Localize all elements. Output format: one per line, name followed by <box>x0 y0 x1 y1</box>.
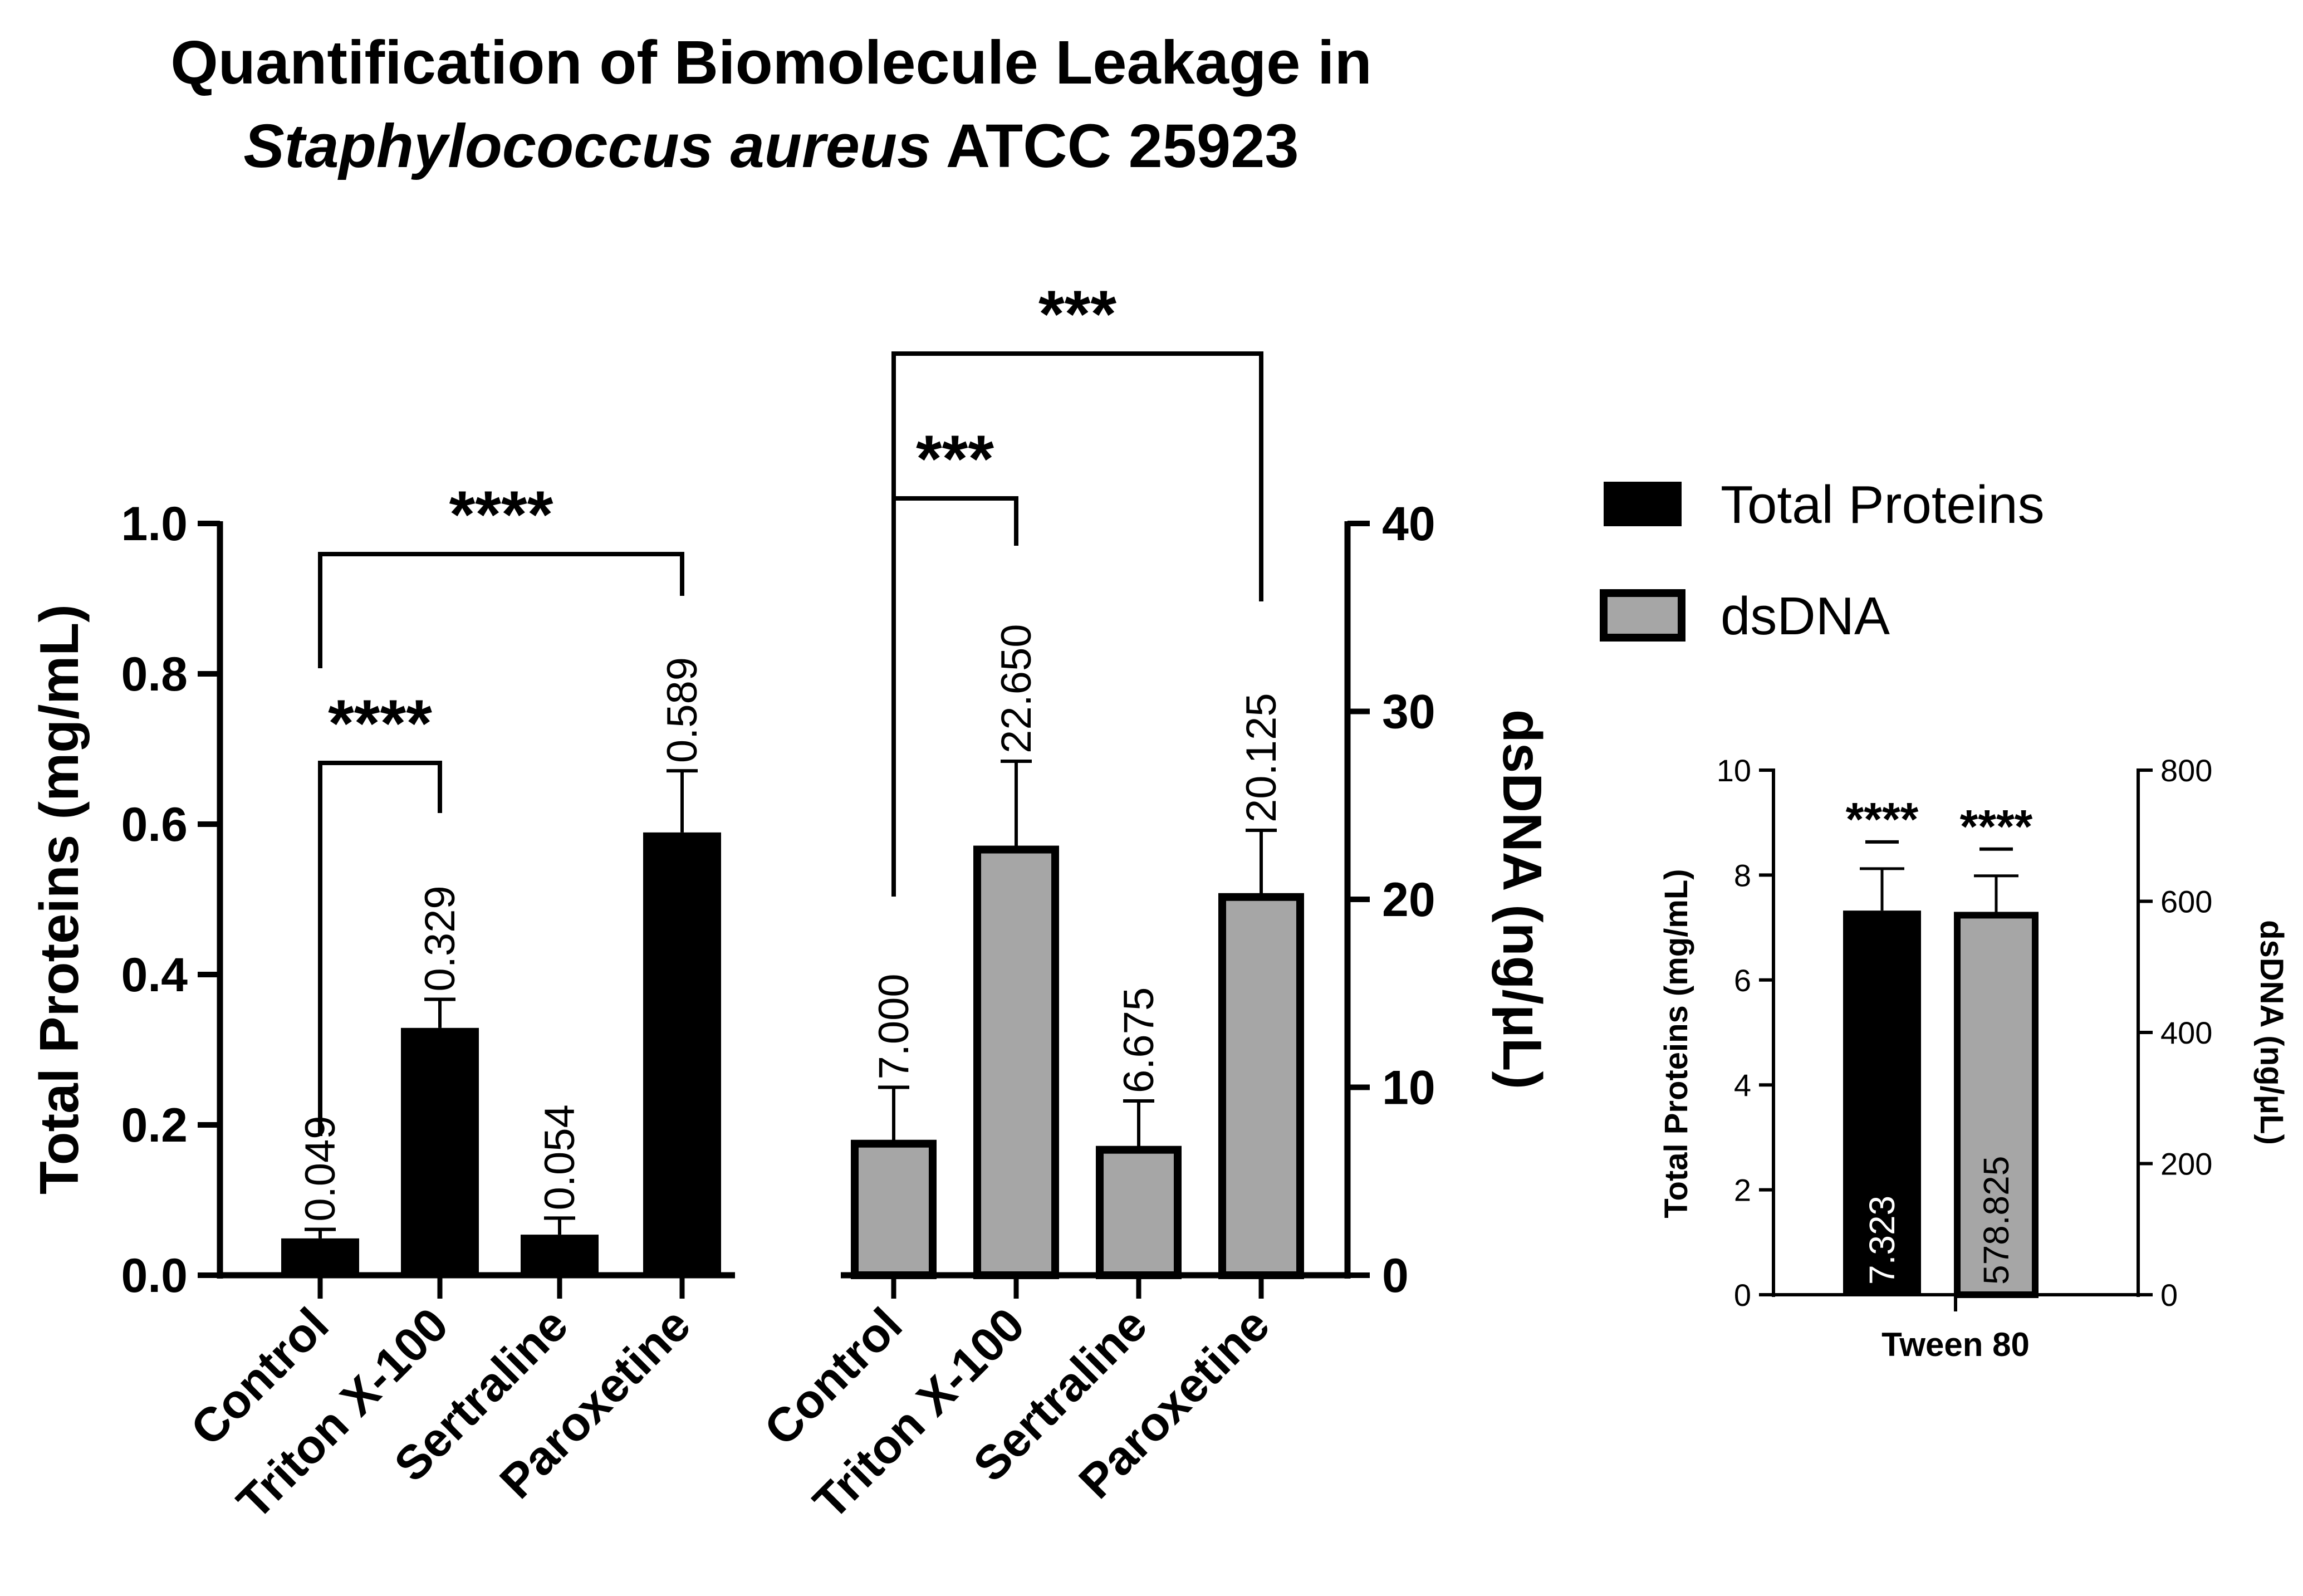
right-y-axis-label: dsDNA (ng/μL) <box>1492 709 1553 1089</box>
legend: Total Proteins dsDNA <box>1600 475 2045 646</box>
inset-plot-tween-80: 0 2 4 6 8 10 0 200 400 600 800 Total Proteins (mg/m… <box>1658 753 2290 1363</box>
inset-value-label: 578.825 <box>1976 1156 2016 1285</box>
left-y-tick-label: 0.2 <box>121 1099 188 1152</box>
value-label: 7.000 <box>870 973 918 1079</box>
category-label: Triton X-100 <box>803 1298 1035 1530</box>
value-label: 0.589 <box>659 657 706 763</box>
inset-significance-label: **** <box>1960 800 2033 853</box>
inset-left-y-tick-label: 4 <box>1734 1068 1751 1103</box>
chart-title-species: Staphylococcus aureus <box>243 112 931 180</box>
inset-left-y-axis-label: Total Proteins (mg/mL) <box>1658 869 1694 1218</box>
right-y-tick-label: 30 <box>1382 686 1435 739</box>
right-y-tick-label: 40 <box>1382 497 1435 551</box>
value-label: 6.675 <box>1115 987 1163 1093</box>
left-y-tick-label: 0.4 <box>121 948 188 1002</box>
category-label: Triton X-100 <box>227 1298 458 1530</box>
inset-left-y-tick-label: 10 <box>1717 753 1751 788</box>
inset-significance-label: **** <box>1846 793 1919 845</box>
significance-label: *** <box>916 422 994 496</box>
bar-dsdna <box>1096 1145 1182 1279</box>
chart-title-spacer <box>931 112 945 180</box>
inset-right-y-tick-label: 0 <box>2160 1277 2178 1313</box>
significance-label: **** <box>328 686 432 761</box>
left-y-axis-label: Total Proteins (mg/mL) <box>28 604 90 1194</box>
legend-swatch-dsdna <box>1600 589 1685 642</box>
bar-total-proteins <box>643 832 721 1275</box>
inset-left-y-tick-label: 8 <box>1734 858 1751 893</box>
chart-title-line2: Staphylococcus aureus ATCC 25923 <box>243 112 1298 180</box>
left-y-tick-label: 0.6 <box>121 798 188 851</box>
value-label: 22.650 <box>993 624 1040 753</box>
value-label: 0.054 <box>536 1104 584 1210</box>
bar-total-proteins <box>401 1027 479 1275</box>
inset-value-label: 7.323 <box>1862 1196 1902 1285</box>
significance-bracket <box>318 552 684 668</box>
inset-right-y-tick-label: 200 <box>2160 1147 2212 1182</box>
inset-bar-dsdna <box>1954 912 2039 1299</box>
inset-category-label: Tween 80 <box>1881 1326 2030 1363</box>
right-y-tick-label: 0 <box>1382 1249 1409 1303</box>
value-label: 20.125 <box>1238 693 1285 823</box>
inset-right-y-tick-label: 800 <box>2160 753 2212 788</box>
right-y-tick-label: 20 <box>1382 873 1435 927</box>
left-y-tick-label: 1.0 <box>121 497 188 551</box>
bar-dsdna <box>851 1139 937 1279</box>
legend-label: dsDNA <box>1721 586 1890 646</box>
inset-right-y-axis-label: dsDNA (ng/μL) <box>2253 920 2290 1145</box>
chart-title: Quantification of Biomolecule Leakage in… <box>170 28 1372 180</box>
bar-dsdna <box>973 845 1059 1279</box>
inset-left-y-tick-label: 0 <box>1734 1277 1751 1313</box>
inset-right-y-tick-label: 600 <box>2160 884 2212 919</box>
bar-total-proteins <box>521 1235 599 1275</box>
significance-label: **** <box>449 477 553 552</box>
right-y-tick-label: 10 <box>1382 1061 1435 1115</box>
left-y-tick-label: 0.0 <box>121 1249 188 1303</box>
legend-label: Total Proteins <box>1721 475 2045 535</box>
inset-bar-total-proteins <box>1843 910 1921 1295</box>
chart-title-strain: ATCC 25923 <box>946 112 1299 180</box>
significance-bracket <box>891 351 1263 897</box>
inset-right-y-tick-label: 400 <box>2160 1015 2212 1050</box>
bar-dsdna <box>1218 893 1304 1279</box>
chart-title-line1: Quantification of Biomolecule Leakage in <box>170 28 1372 97</box>
value-label: 0.329 <box>416 885 464 991</box>
left-y-tick-label: 0.8 <box>121 648 188 701</box>
bar-total-proteins <box>281 1238 359 1275</box>
significance-label: *** <box>1038 277 1116 351</box>
inset-left-y-tick-label: 2 <box>1734 1173 1751 1208</box>
inset-left-y-tick-label: 6 <box>1734 963 1751 998</box>
significance-bracket <box>318 761 442 1136</box>
legend-swatch-total-proteins <box>1604 482 1682 526</box>
main-plot: 0.0 0.2 0.4 0.6 0.8 1.0 Total Proteins (mg/mL)… <box>28 277 1553 1529</box>
